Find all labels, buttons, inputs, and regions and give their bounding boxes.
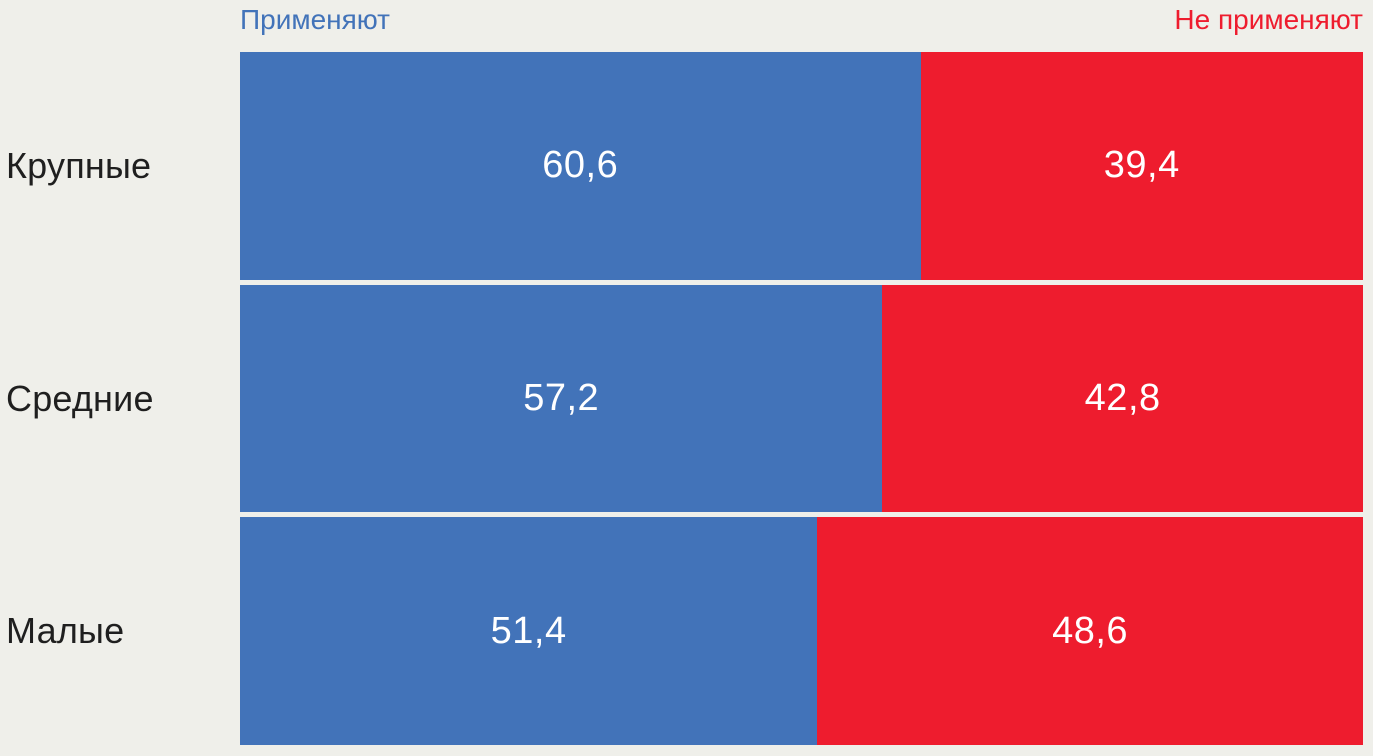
value-label: 48,6 (1052, 609, 1129, 652)
bar-row: Крупные 60,6 39,4 (0, 52, 1363, 280)
category-label: Средние (6, 377, 154, 419)
value-label: 60,6 (542, 144, 619, 187)
stacked-bar: 51,4 48,6 (240, 517, 1363, 746)
bar-segment-apply: 51,4 (240, 517, 818, 746)
value-label: 51,4 (490, 609, 567, 652)
bar-segment-not-apply: 39,4 (920, 52, 1363, 280)
legend: Применяют Не применяют (240, 3, 1363, 37)
value-label: 42,8 (1084, 377, 1161, 419)
value-label: 57,2 (523, 377, 600, 419)
bar-row: Малые 51,4 48,6 (0, 517, 1363, 746)
value-label: 39,4 (1103, 144, 1180, 187)
bar-segment-not-apply: 48,6 (817, 517, 1363, 746)
category-label: Малые (6, 610, 125, 652)
bar-segment-not-apply: 42,8 (882, 284, 1363, 513)
legend-label-not-apply: Не применяют (1174, 4, 1363, 35)
bar-row: Средние 57,2 42,8 (0, 284, 1363, 513)
bar-segment-apply: 57,2 (240, 284, 883, 513)
bar-rows: Крупные 60,6 39,4 Средние 57,2 42,8 Малые 51,4 4… (0, 52, 1363, 746)
stacked-bar: 60,6 39,4 (240, 52, 1363, 280)
bar-segment-apply: 60,6 (240, 52, 921, 280)
category-label: Крупные (6, 144, 152, 186)
legend-label-apply: Применяют (240, 4, 390, 35)
stacked-bar: 57,2 42,8 (240, 284, 1363, 513)
